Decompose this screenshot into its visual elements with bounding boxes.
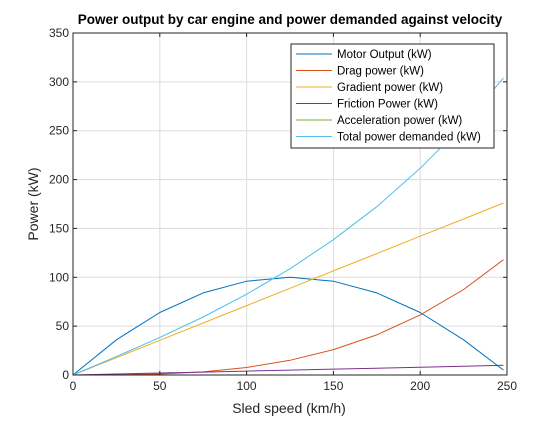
x-tick-label: 0 [70, 379, 77, 393]
y-tick-label: 350 [49, 26, 69, 40]
y-tick-label: 0 [62, 368, 69, 382]
y-axis-label: Power (kW) [25, 167, 41, 240]
x-tick-label: 250 [497, 379, 517, 393]
legend-label: Friction Power (kW) [337, 99, 438, 111]
x-tick-label: 150 [323, 379, 343, 393]
y-tick-label: 100 [49, 270, 69, 284]
legend-label: Gradient power (kW) [337, 82, 443, 94]
chart-title: Power output by car engine and power dem… [78, 12, 503, 27]
legend-label: Drag power (kW) [337, 66, 424, 78]
x-axis-label: Sled speed (km/h) [232, 400, 346, 416]
y-tick-label: 200 [49, 173, 69, 187]
series-line-1 [72, 276, 504, 376]
x-tick-label: 50 [153, 379, 167, 393]
series-line-6 [72, 77, 504, 376]
x-tick-label: 100 [237, 379, 257, 393]
series-line-4 [72, 364, 504, 376]
y-tick-label: 250 [49, 124, 69, 138]
legend-label: Acceleration power (kW) [337, 115, 462, 127]
legend-label: Motor Output (kW) [337, 49, 432, 61]
series-line-2 [72, 259, 504, 376]
legend: Motor Output (kW) Drag power (kW) Gradient… [290, 43, 495, 149]
legend-label: Total power demanded (kW) [337, 132, 481, 144]
series-line-3 [72, 202, 504, 376]
axis-ticks: 0 50 100 150 200 250 0 50 100 150 200 250 300 350 [49, 26, 517, 393]
y-tick-label: 50 [56, 319, 70, 333]
y-tick-label: 300 [49, 75, 69, 89]
x-tick-label: 200 [410, 379, 430, 393]
y-tick-label: 150 [49, 221, 69, 235]
axes-frame [72, 32, 508, 376]
legend-box [290, 43, 495, 149]
